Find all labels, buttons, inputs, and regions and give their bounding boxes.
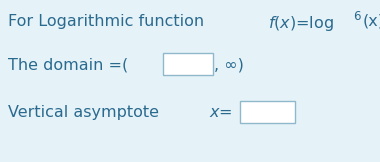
Text: $f(x)$=log: $f(x)$=log [268, 14, 334, 33]
FancyBboxPatch shape [240, 101, 295, 123]
Text: , ∞): , ∞) [214, 57, 244, 72]
Text: Vertical asymptote: Vertical asymptote [8, 105, 164, 120]
Text: For Logarithmic function: For Logarithmic function [8, 14, 209, 29]
Text: 6: 6 [353, 11, 360, 23]
FancyBboxPatch shape [163, 53, 213, 75]
Text: (x)-7: (x)-7 [363, 14, 380, 29]
Text: The domain =(: The domain =( [8, 57, 128, 72]
Text: $x$=: $x$= [209, 105, 233, 120]
